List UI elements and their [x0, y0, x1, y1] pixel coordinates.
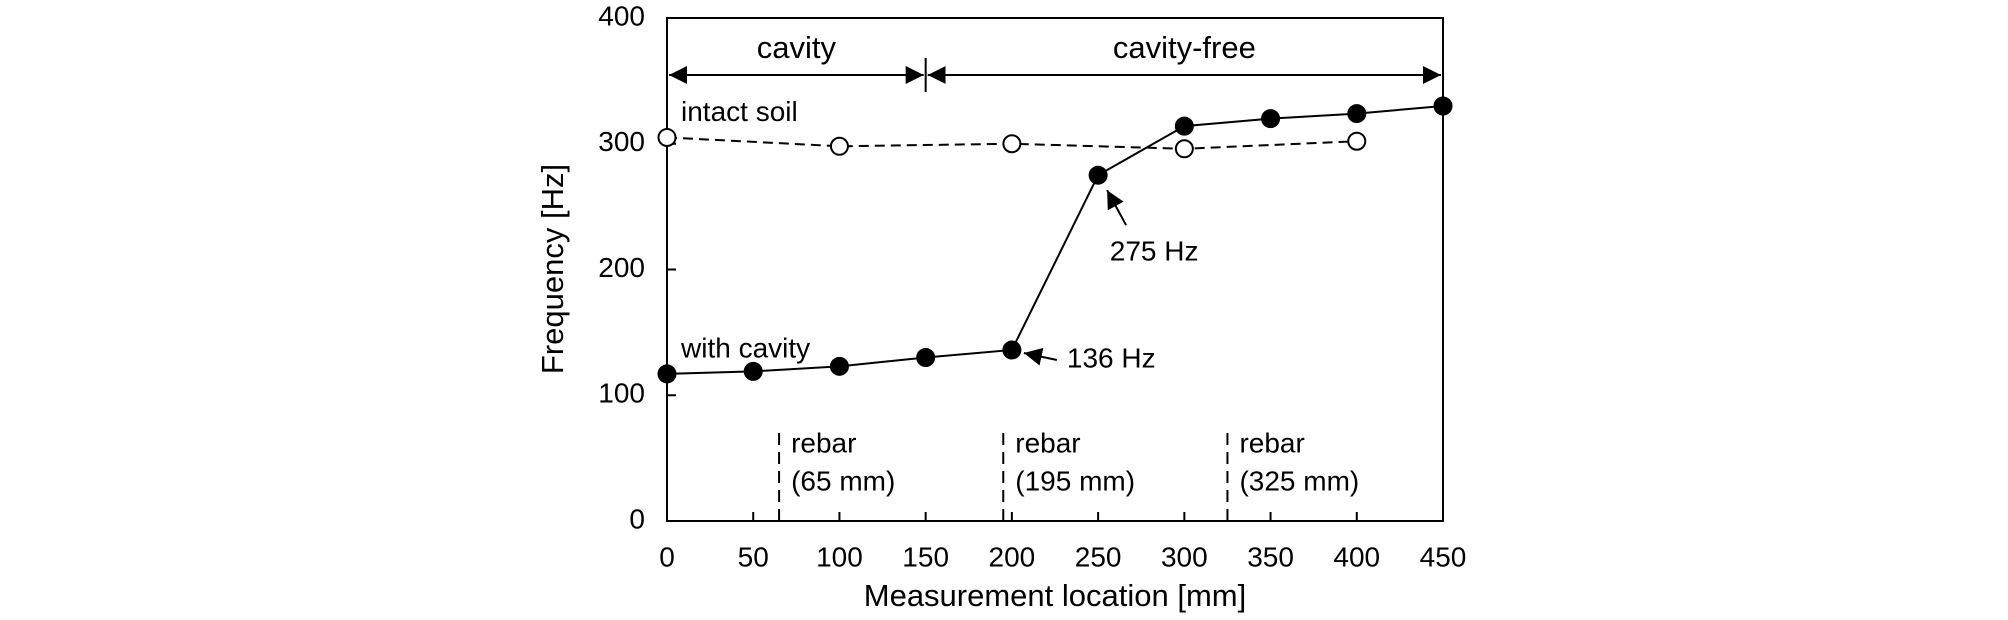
- data-point: [829, 356, 849, 376]
- data-point: [1002, 134, 1022, 154]
- data-point: [829, 136, 849, 156]
- series-label: with cavity: [680, 332, 810, 363]
- x-axis-title: Measurement location [mm]: [864, 578, 1246, 613]
- x-tick-label: 350: [1247, 541, 1294, 572]
- data-point: [1088, 165, 1108, 185]
- annotation-label: 275 Hz: [1110, 236, 1199, 267]
- x-tick-label: 0: [659, 541, 675, 572]
- annotation-arrow: [1023, 347, 1058, 366]
- data-point: [1347, 104, 1367, 124]
- y-tick-label: 200: [598, 252, 645, 283]
- rebar-label: rebar: [1239, 427, 1304, 458]
- x-tick-label: 400: [1333, 541, 1380, 572]
- x-tick-label: 200: [989, 541, 1036, 572]
- data-point: [1174, 116, 1194, 136]
- y-tick-label: 100: [598, 378, 645, 409]
- data-point: [1347, 131, 1367, 151]
- rebar-label: rebar: [791, 427, 856, 458]
- x-tick-label: 450: [1420, 541, 1467, 572]
- data-point: [1174, 139, 1194, 159]
- data-point: [1002, 340, 1022, 360]
- data-point: [916, 348, 936, 368]
- x-tick-label: 100: [816, 541, 863, 572]
- rebar-label: (325 mm): [1239, 465, 1359, 496]
- y-tick-label: 300: [598, 126, 645, 157]
- rebar-label: (65 mm): [791, 465, 895, 496]
- data-point: [1261, 109, 1281, 129]
- rebar-label: (195 mm): [1015, 465, 1135, 496]
- annotation-label: 136 Hz: [1067, 342, 1156, 373]
- y-axis-title: Frequency [Hz]: [535, 164, 570, 374]
- region-label: cavity-free: [1113, 30, 1256, 65]
- x-tick-label: 250: [1075, 541, 1122, 572]
- series-label: intact soil: [681, 96, 798, 127]
- x-tick-label: 300: [1161, 541, 1208, 572]
- x-tick-label: 150: [902, 541, 949, 572]
- data-point: [657, 364, 677, 384]
- annotation-arrow: [1106, 189, 1127, 226]
- region-label: cavity: [757, 30, 837, 65]
- data-point: [1433, 96, 1453, 116]
- rebar-label: rebar: [1015, 427, 1080, 458]
- data-point: [657, 127, 677, 147]
- y-tick-label: 400: [598, 0, 645, 31]
- y-tick-label: 0: [629, 503, 645, 534]
- data-point: [743, 361, 763, 381]
- x-tick-label: 50: [738, 541, 769, 572]
- series-line: [666, 105, 1444, 375]
